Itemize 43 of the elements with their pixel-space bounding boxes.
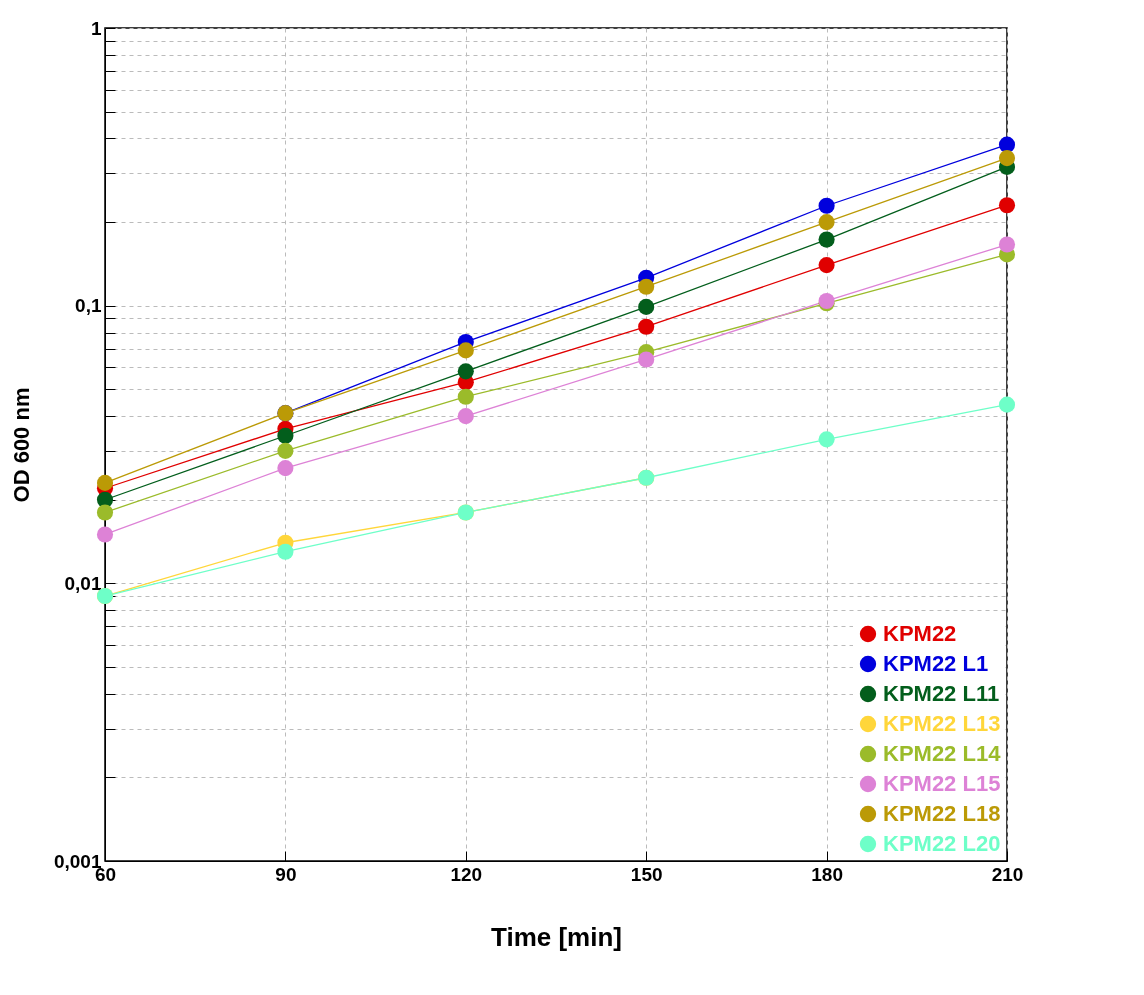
y-axis-title: OD 600 nm bbox=[8, 387, 34, 503]
legend-label: KPM22 L20 bbox=[883, 831, 1001, 856]
x-axis-title: Time [min] bbox=[491, 921, 622, 952]
legend-label: KPM22 L13 bbox=[883, 711, 1001, 736]
point bbox=[818, 197, 835, 214]
point bbox=[277, 442, 294, 459]
point bbox=[96, 504, 114, 521]
point bbox=[277, 427, 294, 444]
point bbox=[818, 431, 835, 448]
legend-label: KPM22 L18 bbox=[883, 801, 1001, 826]
point bbox=[457, 408, 474, 425]
legend-label: KPM22 L15 bbox=[883, 771, 1001, 796]
point bbox=[638, 318, 655, 335]
x-tick-label: 180 bbox=[811, 863, 843, 885]
point bbox=[818, 231, 835, 248]
x-tick-label: 210 bbox=[991, 863, 1024, 885]
point bbox=[638, 298, 655, 315]
x-tick-label: 90 bbox=[275, 863, 297, 885]
y-tick-label: 0,01 bbox=[64, 572, 102, 594]
point bbox=[818, 214, 835, 231]
legend-label: KPM22 bbox=[883, 621, 957, 646]
point bbox=[277, 543, 294, 560]
x-tick-label: 120 bbox=[450, 863, 483, 885]
point bbox=[998, 236, 1016, 253]
point bbox=[96, 526, 114, 543]
point bbox=[998, 136, 1016, 153]
y-tick-label: 1 bbox=[90, 17, 102, 39]
point bbox=[96, 474, 114, 491]
point bbox=[457, 342, 474, 359]
point bbox=[998, 197, 1016, 214]
point bbox=[998, 150, 1016, 167]
legend-label: KPM22 L14 bbox=[883, 741, 1002, 766]
point bbox=[638, 351, 655, 368]
y-tick-label: 0,1 bbox=[75, 295, 102, 317]
legend-label: KPM22 L1 bbox=[883, 651, 989, 676]
x-tick-label: 150 bbox=[630, 863, 663, 885]
point bbox=[638, 278, 655, 295]
legend-label: KPM22 L11 bbox=[883, 681, 1000, 706]
point bbox=[818, 257, 835, 274]
point bbox=[277, 460, 294, 477]
point bbox=[457, 363, 474, 380]
point bbox=[457, 388, 474, 405]
point bbox=[998, 396, 1016, 413]
